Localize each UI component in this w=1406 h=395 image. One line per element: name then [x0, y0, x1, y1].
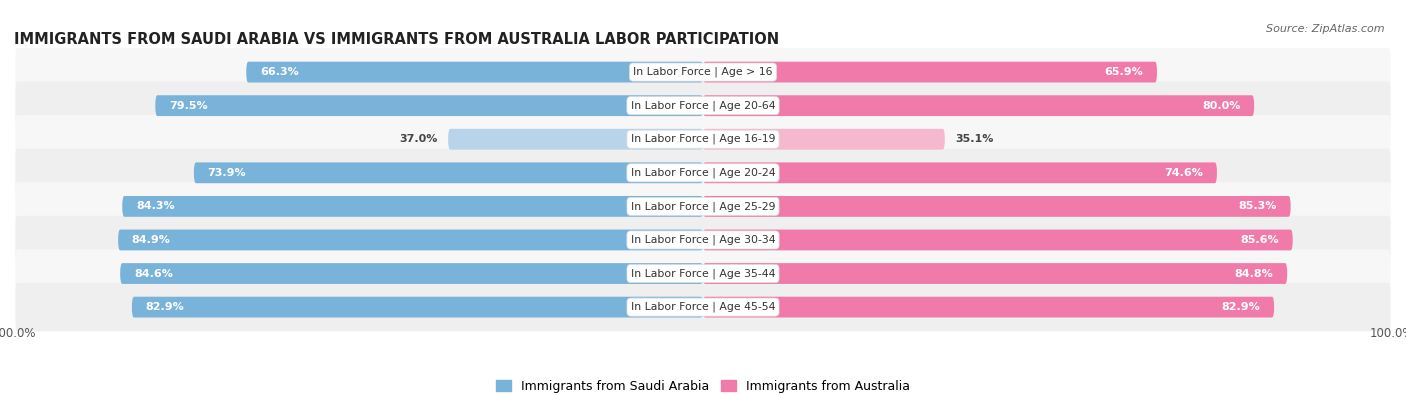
FancyBboxPatch shape [15, 48, 1391, 96]
Text: 84.8%: 84.8% [1234, 269, 1274, 278]
FancyBboxPatch shape [15, 249, 1391, 298]
Text: 79.5%: 79.5% [169, 101, 208, 111]
FancyBboxPatch shape [703, 129, 945, 150]
Text: In Labor Force | Age 16-19: In Labor Force | Age 16-19 [631, 134, 775, 145]
Legend: Immigrants from Saudi Arabia, Immigrants from Australia: Immigrants from Saudi Arabia, Immigrants… [496, 380, 910, 393]
Text: In Labor Force | Age > 16: In Labor Force | Age > 16 [633, 67, 773, 77]
Text: Source: ZipAtlas.com: Source: ZipAtlas.com [1267, 24, 1385, 34]
FancyBboxPatch shape [15, 115, 1391, 164]
FancyBboxPatch shape [120, 263, 703, 284]
Text: 85.3%: 85.3% [1239, 201, 1277, 211]
FancyBboxPatch shape [703, 297, 1274, 318]
FancyBboxPatch shape [703, 162, 1218, 183]
Text: In Labor Force | Age 20-64: In Labor Force | Age 20-64 [631, 100, 775, 111]
FancyBboxPatch shape [118, 229, 703, 250]
Text: In Labor Force | Age 25-29: In Labor Force | Age 25-29 [631, 201, 775, 212]
FancyBboxPatch shape [194, 162, 703, 183]
Text: 85.6%: 85.6% [1240, 235, 1279, 245]
Text: 37.0%: 37.0% [399, 134, 437, 144]
FancyBboxPatch shape [132, 297, 703, 318]
Text: 84.3%: 84.3% [136, 201, 174, 211]
Text: In Labor Force | Age 20-24: In Labor Force | Age 20-24 [631, 167, 775, 178]
FancyBboxPatch shape [703, 196, 1291, 217]
FancyBboxPatch shape [449, 129, 703, 150]
Text: 66.3%: 66.3% [260, 67, 298, 77]
Text: 80.0%: 80.0% [1202, 101, 1240, 111]
FancyBboxPatch shape [155, 95, 703, 116]
FancyBboxPatch shape [15, 182, 1391, 231]
FancyBboxPatch shape [703, 229, 1292, 250]
FancyBboxPatch shape [703, 263, 1288, 284]
Text: 84.6%: 84.6% [134, 269, 173, 278]
Text: 73.9%: 73.9% [208, 168, 246, 178]
Text: 82.9%: 82.9% [146, 302, 184, 312]
Text: 35.1%: 35.1% [955, 134, 994, 144]
Text: 74.6%: 74.6% [1164, 168, 1204, 178]
Text: IMMIGRANTS FROM SAUDI ARABIA VS IMMIGRANTS FROM AUSTRALIA LABOR PARTICIPATION: IMMIGRANTS FROM SAUDI ARABIA VS IMMIGRAN… [14, 32, 779, 47]
FancyBboxPatch shape [15, 81, 1391, 130]
FancyBboxPatch shape [15, 149, 1391, 197]
FancyBboxPatch shape [703, 95, 1254, 116]
Text: In Labor Force | Age 45-54: In Labor Force | Age 45-54 [631, 302, 775, 312]
FancyBboxPatch shape [15, 283, 1391, 331]
Text: In Labor Force | Age 30-34: In Labor Force | Age 30-34 [631, 235, 775, 245]
FancyBboxPatch shape [703, 62, 1157, 83]
Text: 82.9%: 82.9% [1222, 302, 1260, 312]
FancyBboxPatch shape [246, 62, 703, 83]
Text: 84.9%: 84.9% [132, 235, 170, 245]
FancyBboxPatch shape [122, 196, 703, 217]
FancyBboxPatch shape [15, 216, 1391, 264]
Text: In Labor Force | Age 35-44: In Labor Force | Age 35-44 [631, 268, 775, 279]
Text: 65.9%: 65.9% [1105, 67, 1143, 77]
